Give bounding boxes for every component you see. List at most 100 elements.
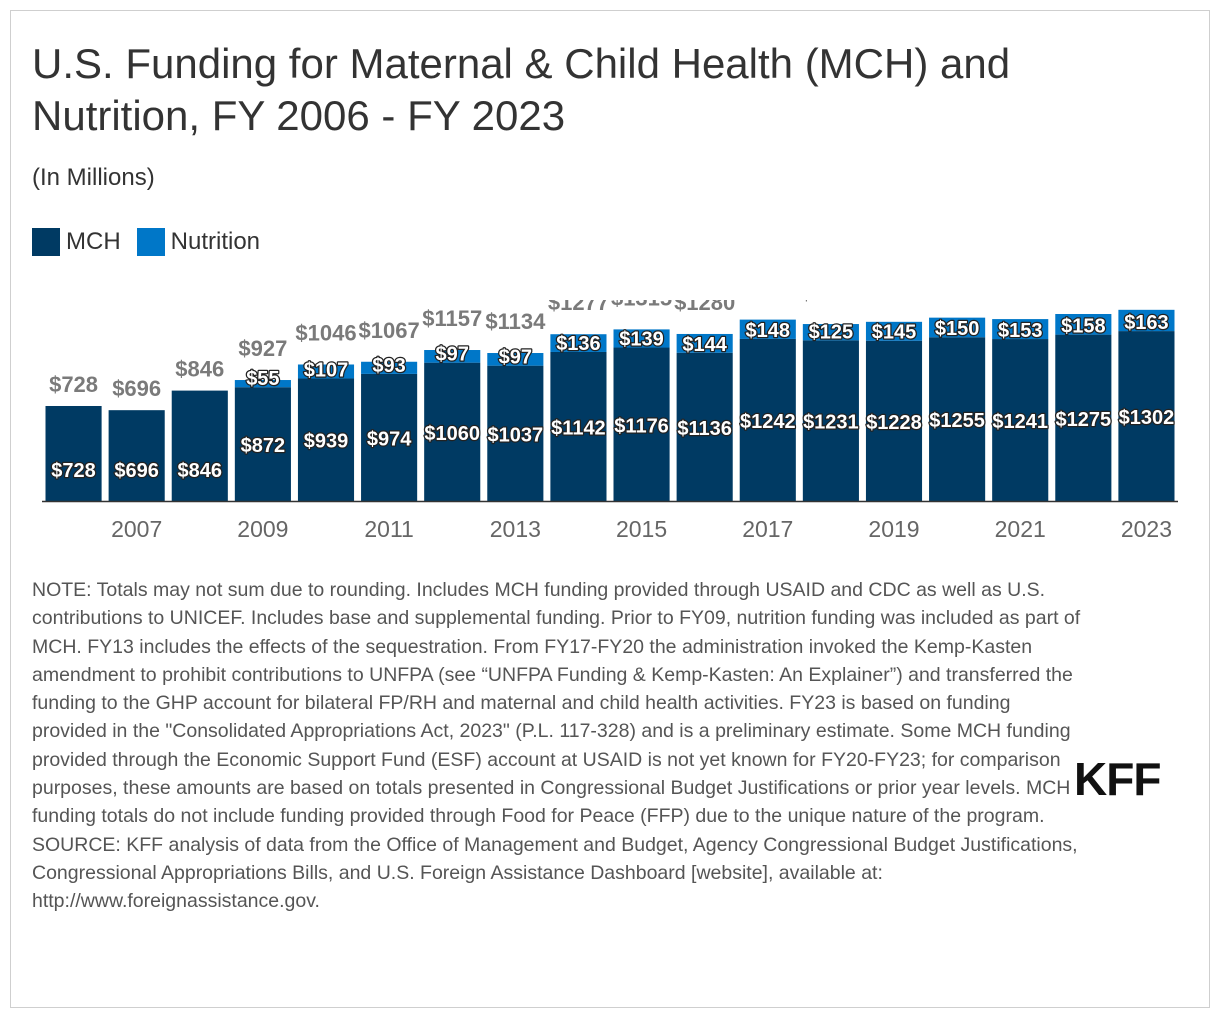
bar-mch-2013	[487, 365, 544, 501]
label-nutrition-2021: $153	[998, 320, 1043, 342]
x-tick-2007: 2007	[111, 516, 162, 542]
label-mch-2013: $1037	[488, 424, 544, 446]
bar-nutrition-2012	[424, 350, 481, 363]
label-total-2017: $1390	[737, 300, 798, 301]
bar-mch-2012	[424, 362, 481, 501]
label-nutrition-2022: $158	[1061, 316, 1106, 338]
label-nutrition-2009: $55	[246, 368, 279, 390]
bar-nutrition-2009	[234, 380, 291, 388]
label-total-2008: $846	[175, 357, 224, 382]
label-nutrition-2017: $148	[746, 320, 791, 342]
label-mch-2015: $1176	[614, 415, 669, 437]
label-mch-2014: $1142	[551, 417, 606, 439]
label-nutrition-2018: $125	[809, 321, 854, 343]
bar-nutrition-2014	[550, 334, 607, 352]
label-total-2009: $927	[238, 336, 287, 361]
legend: MCH Nutrition	[32, 228, 276, 256]
bar-mch-2006	[45, 405, 102, 501]
chart-card	[10, 10, 1210, 1008]
bar-nutrition-2010	[297, 364, 355, 379]
x-tick-2017: 2017	[742, 516, 793, 542]
chart-subtitle: (In Millions)	[32, 164, 155, 191]
note-text: NOTE: Totals may not sum due to rounding…	[32, 579, 1081, 828]
bar-mch-2015	[613, 347, 670, 501]
label-mch-2012: $1060	[424, 423, 480, 445]
legend-item-nutrition: Nutrition	[136, 228, 261, 256]
label-mch-2009: $872	[241, 435, 286, 457]
bar-nutrition-2022	[1055, 313, 1112, 335]
bar-nutrition-2023	[1118, 309, 1175, 332]
label-nutrition-2019: $145	[872, 322, 917, 344]
kff-logo: KFF	[1074, 753, 1161, 805]
bar-mch-2021	[992, 339, 1049, 501]
bar-mch-2007	[108, 410, 165, 501]
bar-mch-2014	[550, 351, 607, 501]
legend-label-mch: MCH	[66, 228, 121, 255]
bar-nutrition-2018	[802, 324, 859, 341]
label-nutrition-2011: $93	[372, 355, 405, 377]
bar-mch-2022	[1055, 334, 1112, 501]
label-nutrition-2023: $163	[1124, 312, 1169, 334]
label-total-2007: $696	[112, 376, 161, 401]
legend-item-mch: MCH	[32, 228, 121, 256]
label-total-2015: $1315	[611, 300, 672, 310]
label-total-2018: $1356	[800, 300, 861, 305]
bar-nutrition-2011	[361, 361, 418, 374]
label-mch-2019: $1228	[866, 412, 922, 434]
label-mch-2018: $1231	[803, 412, 859, 434]
bar-nutrition-2013	[487, 353, 544, 366]
bar-mch-2018	[802, 340, 859, 501]
label-total-2013: $1134	[485, 309, 546, 334]
label-mch-2017: $1242	[740, 411, 796, 433]
legend-swatch-mch	[32, 228, 60, 256]
bar-nutrition-2021	[992, 319, 1049, 340]
label-total-2019: $1373	[863, 300, 924, 303]
label-mch-2007: $696	[114, 460, 159, 482]
chart-title: U.S. Funding for Maternal & Child Health…	[32, 40, 1011, 139]
bar-mch-2023	[1118, 331, 1175, 501]
label-mch-2008: $846	[178, 460, 223, 482]
footnotes: NOTE: Totals may not sum due to rounding…	[32, 576, 1082, 916]
bar-nutrition-2019	[865, 321, 923, 341]
label-nutrition-2020: $150	[935, 318, 980, 340]
label-total-2011: $1067	[359, 318, 420, 343]
label-mch-2011: $974	[367, 428, 412, 450]
legend-label-nutrition: Nutrition	[170, 228, 261, 255]
legend-swatch-nutrition	[136, 228, 165, 256]
label-mch-2021: $1241	[992, 411, 1048, 433]
x-tick-2013: 2013	[490, 516, 541, 542]
x-tick-2015: 2015	[616, 516, 667, 542]
label-nutrition-2012: $97	[436, 344, 469, 366]
label-nutrition-2016: $144	[682, 334, 727, 356]
x-tick-2021: 2021	[995, 516, 1046, 542]
bar-mch-2016	[676, 352, 733, 501]
bar-mch-2011	[361, 373, 418, 501]
x-tick-2009: 2009	[237, 516, 288, 542]
bar-mch-2009	[234, 387, 291, 501]
bar-mch-2019	[865, 340, 923, 501]
x-tick-2019: 2019	[868, 516, 919, 542]
label-nutrition-2015: $139	[619, 329, 664, 351]
label-mch-2022: $1275	[1056, 409, 1112, 431]
bar-nutrition-2015	[613, 329, 670, 348]
label-total-2014: $1277	[548, 300, 609, 315]
x-tick-2023: 2023	[1121, 516, 1172, 542]
label-total-2016: $1280	[674, 300, 735, 315]
label-total-2012: $1157	[422, 306, 482, 331]
label-mch-2020: $1255	[929, 410, 985, 432]
bar-mch-2008	[171, 390, 228, 501]
label-mch-2010: $939	[304, 431, 349, 453]
bar-mch-2020	[929, 337, 986, 501]
label-total-2006: $728	[49, 372, 98, 397]
stacked-bar-chart: $728 $728 $696 $696 $846 $846 $872 $55 $927 $939 $…	[42, 300, 1178, 542]
label-total-2010: $1046	[295, 320, 356, 345]
bar-mch-2017	[739, 338, 796, 501]
bar-mch-2010	[297, 378, 355, 501]
bar-nutrition-2017	[739, 319, 796, 339]
label-nutrition-2010: $107	[304, 359, 349, 381]
label-mch-2016: $1136	[677, 418, 732, 440]
bar-nutrition-2020	[929, 317, 986, 338]
source-text: SOURCE: KFF analysis of data from the Of…	[32, 833, 1078, 913]
label-mch-2023: $1302	[1119, 407, 1175, 429]
bar-nutrition-2016	[676, 333, 733, 353]
